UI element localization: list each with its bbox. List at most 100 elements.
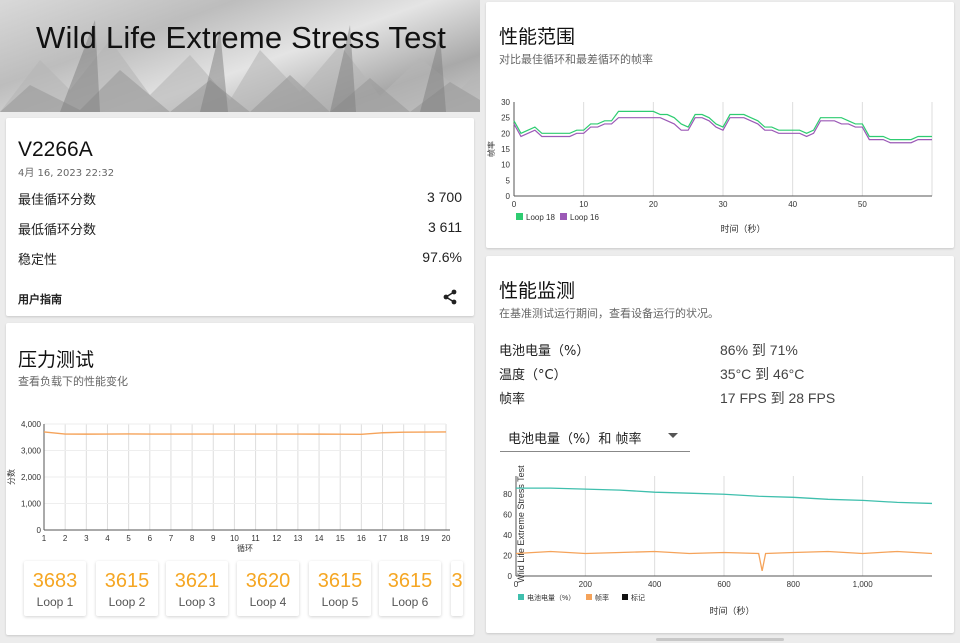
x-tick-label: 1,000 [853, 580, 874, 589]
best-loop-score-row: 最佳循环分数 3 700 [18, 189, 462, 208]
y-tick-label: 40 [503, 531, 512, 540]
loop-score: 3 [451, 570, 463, 592]
legend-label: 标记 [631, 593, 645, 602]
loop-score-card[interactable]: 3683 Loop 1 [24, 561, 86, 616]
performance-range-subtitle: 对比最佳循环和最差循环的帧率 [499, 53, 653, 66]
x-tick-label: 6 [148, 534, 153, 543]
loop-label: Loop 3 [178, 595, 216, 609]
chevron-down-icon [668, 433, 678, 438]
x-tick-label: 13 [293, 534, 302, 543]
device-card [6, 118, 474, 316]
loop-score-card[interactable]: 3615 Loop 5 [309, 561, 371, 616]
legend-swatch [560, 213, 567, 220]
legend-swatch [518, 594, 524, 600]
hero-title: Wild Life Extreme Stress Test [36, 20, 447, 55]
y-tick-label: 0 [37, 526, 42, 535]
x-axis-title: 时间（秒） [709, 605, 754, 616]
legend-swatch [622, 594, 628, 600]
x-tick-label: 7 [169, 534, 174, 543]
loop-score-card[interactable]: 3620 Loop 4 [237, 561, 299, 616]
y-tick-label: 3,000 [21, 447, 42, 456]
share-icon[interactable] [441, 288, 459, 306]
y-tick-label: 0 [508, 572, 513, 581]
loop-label: Loop 6 [391, 595, 429, 609]
loop-score-card[interactable]: 3621 Loop 3 [166, 561, 228, 616]
loop-score-card[interactable]: 3615 Loop 2 [96, 561, 158, 616]
y-tick-label: 60 [503, 511, 512, 520]
loop-score: 3621 [174, 570, 220, 592]
lowest-loop-score-value: 3 611 [428, 219, 462, 235]
loop-score: 3620 [245, 570, 291, 592]
x-tick-label: 3 [84, 534, 89, 543]
stability-row: 稳定性 97.6% [18, 249, 462, 268]
y-tick-label: 5 [506, 176, 511, 185]
y-tick-label: 0 [506, 192, 511, 201]
lowest-loop-score-row: 最低循环分数 3 611 [18, 219, 462, 238]
x-tick-label: 400 [648, 580, 662, 589]
x-tick-label: 600 [717, 580, 731, 589]
frame-rate-label: 帧率 [499, 392, 526, 407]
stress-test-title: 压力测试 [18, 349, 95, 371]
performance-range-card [486, 2, 954, 248]
y-tick-label: 25 [501, 114, 510, 123]
loop-score: 3615 [104, 570, 150, 592]
device-name: V2266A [18, 138, 93, 161]
y-tick-label: 15 [501, 145, 510, 154]
loop-score: 3615 [387, 570, 433, 592]
legend-swatch [586, 594, 592, 600]
y-axis-title: 帧率 [486, 141, 496, 157]
series-line [513, 110, 932, 141]
y-tick-label: 80 [503, 490, 512, 499]
x-tick-label: 800 [787, 580, 801, 589]
loop-label: Loop 5 [321, 595, 359, 609]
temperature-label: 温度（°C） [499, 368, 567, 383]
x-tick-label: 14 [315, 534, 324, 543]
performance-monitor-subtitle: 在基准测试运行期间，查看设备运行的状况。 [499, 307, 719, 320]
x-axis-title: 循环 [237, 543, 253, 553]
metric-select-dropdown[interactable]: 电池电量（%）和 帧率 [500, 420, 690, 452]
x-tick-label: 19 [420, 534, 429, 543]
y-tick-label: 4,000 [21, 420, 42, 429]
x-tick-label: 12 [272, 534, 281, 543]
loop-score-card[interactable]: 3615 Loop 6 [379, 561, 441, 616]
hero-banner: Wild Life Extreme Stress Test [0, 0, 480, 112]
x-tick-label: 11 [251, 534, 260, 543]
x-tick-label: 16 [357, 534, 366, 543]
x-tick-label: 0 [512, 200, 517, 209]
x-tick-label: 15 [336, 534, 345, 543]
legend-label: Loop 18 [526, 213, 555, 222]
loop-score-card-partial[interactable]: 3 [451, 561, 463, 616]
performance-monitor-title: 性能监测 [499, 280, 576, 302]
temperature-value: 35°C 到 46°C [720, 366, 805, 382]
user-guide-link[interactable]: 用户指南 [18, 293, 62, 306]
legend-swatch [516, 213, 523, 220]
stability-value: 97.6% [422, 249, 462, 265]
x-tick-label: 200 [579, 580, 593, 589]
x-tick-label: 10 [579, 200, 588, 209]
x-tick-label: 18 [399, 534, 408, 543]
best-loop-score-value: 3 700 [426, 189, 462, 205]
x-tick-label: 17 [378, 534, 387, 543]
y-axis-title: 分数 [6, 469, 16, 485]
x-tick-label: 0 [514, 580, 519, 589]
series-line [516, 487, 933, 505]
loop-score: 3683 [32, 570, 78, 592]
legend-label: 帧率 [595, 593, 609, 602]
lowest-loop-score-label: 最低循环分数 [18, 223, 97, 238]
x-tick-label: 9 [211, 534, 216, 543]
stability-label: 稳定性 [18, 253, 58, 268]
legend-label: Loop 16 [570, 213, 599, 222]
metric-select-value: 电池电量（%）和 帧率 [508, 432, 642, 447]
x-tick-label: 20 [649, 200, 658, 209]
legend-label: 电池电量（%） [527, 593, 575, 602]
performance-monitor-chart: 0 200 400 600 800 1,000 0 20 40 60 80 Wild Life Ext… [503, 465, 933, 616]
y-tick-label: 30 [501, 98, 510, 107]
hero-background-image [0, 20, 480, 112]
horizontal-scrollbar[interactable] [656, 638, 784, 641]
battery-label: 电池电量（%） [499, 344, 590, 359]
loop-label: Loop 2 [108, 595, 146, 609]
x-tick-label: 10 [230, 534, 239, 543]
